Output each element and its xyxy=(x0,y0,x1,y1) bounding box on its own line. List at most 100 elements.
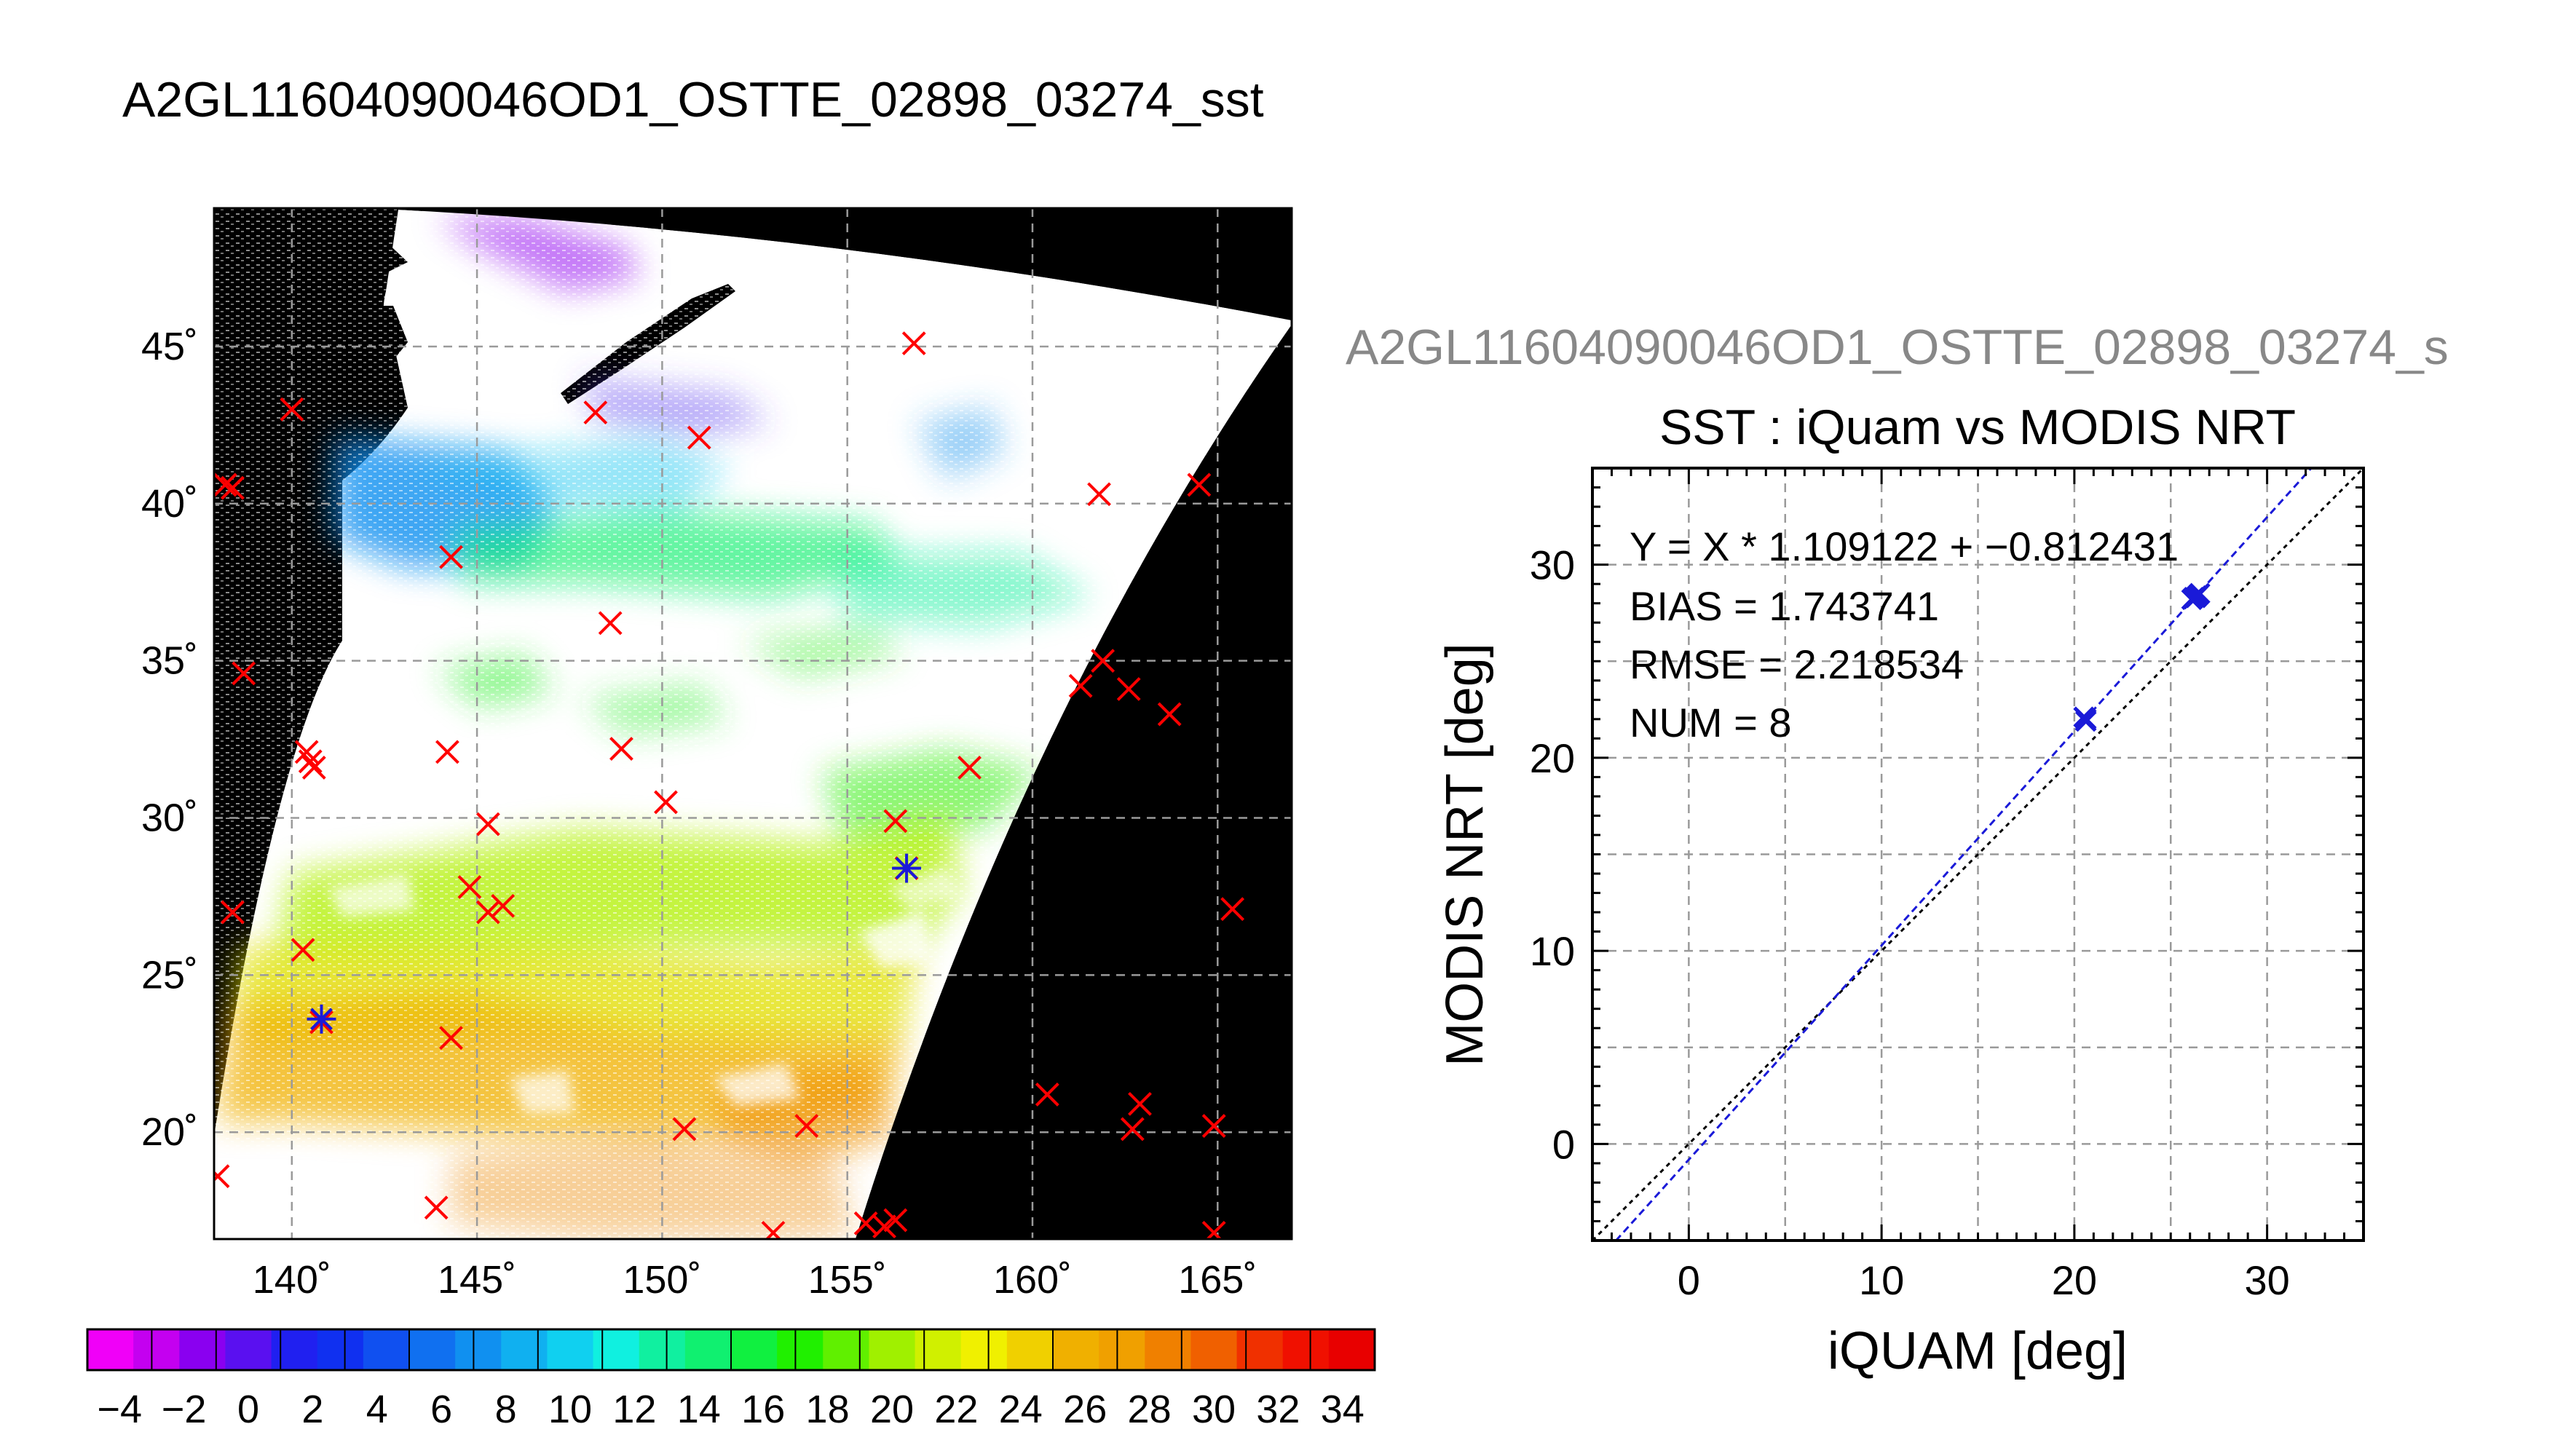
map-marker-x xyxy=(1187,472,1212,497)
map-lon-tick-label: 150˚ xyxy=(623,1258,701,1302)
colorbar-label: 6 xyxy=(430,1388,452,1431)
map-grid xyxy=(214,208,1292,1239)
scatter-x-tick-label: 10 xyxy=(1859,1257,1904,1303)
map-marker-x xyxy=(457,875,482,899)
map-marker-x xyxy=(1120,1117,1145,1142)
map-marker-x xyxy=(439,545,463,569)
map-marker-x xyxy=(598,611,623,636)
colorbar-cell xyxy=(777,1329,824,1370)
colorbar-cell xyxy=(593,1329,640,1370)
colorbar-label: 16 xyxy=(741,1388,785,1431)
colorbar-label: 8 xyxy=(495,1388,517,1431)
colorbar-label: −2 xyxy=(162,1388,207,1431)
scatter-title: SST : iQuam vs MODIS NRT xyxy=(1659,400,2296,455)
map-axes: 140˚ 145˚ 150˚ 155˚ 160˚ 165˚ 45˚ 40˚ 35˚ 30˚ 25˚ 2… xyxy=(141,325,1257,1302)
map-marker-x xyxy=(1035,1083,1059,1107)
map-marker-x xyxy=(1087,482,1111,507)
swath-edge-right xyxy=(856,325,1292,1239)
colorbar-label: 2 xyxy=(301,1388,323,1431)
scatter-axes: 0 10 20 30 0 10 20 30 xyxy=(1530,467,2365,1303)
map-lon-tick-label: 165˚ xyxy=(1178,1258,1257,1302)
colorbar-label: 30 xyxy=(1192,1388,1236,1431)
map-marker-x xyxy=(280,397,304,422)
scatter-point xyxy=(2074,710,2097,732)
colorbar-label: 26 xyxy=(1063,1388,1107,1431)
colorbar-cell xyxy=(639,1329,686,1370)
colorbar-cell xyxy=(1006,1329,1054,1370)
colorbar-cell xyxy=(1328,1329,1375,1370)
map-marker-x xyxy=(957,756,982,780)
colorbar-cells xyxy=(87,1329,1375,1370)
map-marker-x xyxy=(583,400,608,425)
colorbar-cell xyxy=(225,1329,272,1370)
scatter-x-tick-label: 0 xyxy=(1678,1257,1700,1303)
map-marker-x xyxy=(1201,1114,1226,1138)
map-marker-x xyxy=(1220,897,1245,922)
map-marker-x xyxy=(1157,702,1182,727)
map-marker-x xyxy=(883,809,908,834)
colorbar-label: 0 xyxy=(237,1388,259,1431)
scatter-points xyxy=(2073,582,2211,732)
scatter-x-tick-label: 30 xyxy=(2244,1257,2289,1303)
map-marker-x xyxy=(298,749,323,774)
colorbar-cell xyxy=(960,1329,1008,1370)
map-marker-x xyxy=(291,938,315,962)
annotation-rmse: RMSE = 2.218534 xyxy=(1630,641,1964,687)
map-lat-tick-label: 25˚ xyxy=(141,953,198,997)
x-axis-label: iQUAM [deg] xyxy=(1828,1322,2128,1380)
map-marker-x xyxy=(794,1114,819,1138)
map-marker-x xyxy=(1068,673,1093,698)
colorbar-cell xyxy=(1053,1329,1099,1370)
colorbar-cell xyxy=(547,1329,594,1370)
colorbar-label: −4 xyxy=(97,1388,142,1431)
map-marker-x xyxy=(214,472,237,497)
map-panel: 140˚ 145˚ 150˚ 155˚ 160˚ 165˚ 45˚ 40˚ 35˚ 30˚ 25˚ 2… xyxy=(141,207,1293,1302)
scatter-point xyxy=(2184,586,2207,609)
colorbar-cell xyxy=(271,1329,318,1370)
annotation-num: NUM = 8 xyxy=(1630,700,1792,745)
map-marker-x xyxy=(609,737,633,761)
colorbar-cell xyxy=(915,1329,962,1370)
colorbar-label: 12 xyxy=(612,1388,656,1431)
main-title: A2GL11604090046OD1_OSTTE_02898_03274_sst xyxy=(122,72,1264,127)
map-marker-x xyxy=(424,1195,449,1220)
map-marker-x xyxy=(439,1026,463,1051)
map-marker-x xyxy=(1116,677,1141,701)
map-marker-x xyxy=(672,1117,697,1142)
map-lat-tick-label: 40˚ xyxy=(141,482,198,526)
map-marker-x xyxy=(221,475,245,500)
colorbar-label: 32 xyxy=(1256,1388,1300,1431)
colorbar-label: 24 xyxy=(999,1388,1043,1431)
regression-line xyxy=(1614,468,2313,1241)
colorbar-cell xyxy=(363,1329,410,1370)
scatter-y-tick-label: 20 xyxy=(1530,735,1575,781)
colorbar-label: 20 xyxy=(870,1388,914,1431)
map-lon-tick-label: 140˚ xyxy=(253,1258,331,1302)
map-markers xyxy=(214,331,1245,1239)
colorbar-label: 4 xyxy=(366,1388,388,1431)
colorbar-label: 28 xyxy=(1128,1388,1172,1431)
colorbar-label: 14 xyxy=(677,1388,721,1431)
map-marker-x xyxy=(1128,1091,1152,1116)
map-marker-x xyxy=(435,740,459,764)
map-marker-x xyxy=(475,900,500,925)
y-axis-label: MODIS NRT [deg] xyxy=(1436,643,1494,1067)
map-marker-x xyxy=(491,893,516,918)
map-lat-tick-label: 20˚ xyxy=(141,1110,198,1154)
colorbar-cell xyxy=(409,1329,456,1370)
map-marker-x xyxy=(1201,1220,1226,1239)
map-marker-x xyxy=(872,1214,896,1239)
map-lat-tick-label: 45˚ xyxy=(141,325,198,368)
swath-edge-top xyxy=(398,208,1292,320)
colorbar-cell xyxy=(1145,1329,1191,1370)
colorbar-cell xyxy=(869,1329,916,1370)
scatter-annotations: Y = X * 1.109122 + −0.812431 BIAS = 1.74… xyxy=(1630,523,2179,745)
map-marker-x xyxy=(1091,649,1115,673)
colorbar-cell xyxy=(684,1329,732,1370)
colorbar-label: 10 xyxy=(548,1388,592,1431)
map-marker-x xyxy=(901,331,926,356)
scatter-panel: SST : iQuam vs MODIS NRT 0 10 20 300102030 … xyxy=(1436,400,2365,1380)
scatter-y-tick-label: 0 xyxy=(1552,1121,1575,1167)
colorbar-cell xyxy=(179,1329,226,1370)
colorbar-label: 18 xyxy=(806,1388,850,1431)
